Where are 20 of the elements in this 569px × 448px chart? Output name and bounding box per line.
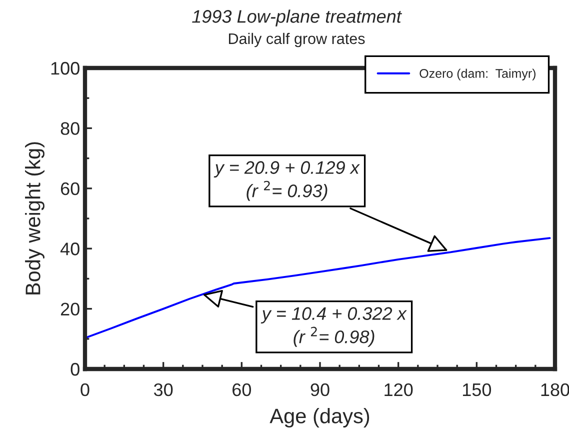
y-tick-label: 40 [60, 242, 80, 256]
annotation: y = 20.9 + 0.129 x (r $^{2}$= 0.93) [214, 161, 360, 201]
y-axis-title: Body weight (kg) [25, 142, 44, 294]
x-tick-label: 180 [541, 383, 569, 396]
y-tick-label: 100 [51, 62, 80, 75]
x-tick-label: 0 [80, 383, 90, 396]
x-tick-label: 30 [154, 383, 173, 396]
y-tick-label: 80 [60, 122, 80, 135]
chart-title: 1993 Low-plane treatment [192, 10, 402, 26]
annotation: y = 10.4 + 0.322 x (r $^{2}$= 0.98) [260, 307, 407, 347]
y-tick-label: 60 [60, 182, 80, 196]
chart-subtitle: Daily calf grow rates [228, 32, 365, 48]
legend-label: Ozero (dam: Taimyr) [420, 68, 536, 80]
x-tick-label: 60 [232, 383, 252, 396]
x-tick-label: 120 [384, 383, 413, 396]
y-tick-label: 20 [60, 302, 80, 316]
x-axis-title: Age (days) [270, 408, 370, 428]
x-tick-label: 150 [462, 383, 492, 396]
y-tick-label: 0 [70, 362, 80, 376]
x-tick-label: 90 [310, 383, 330, 396]
